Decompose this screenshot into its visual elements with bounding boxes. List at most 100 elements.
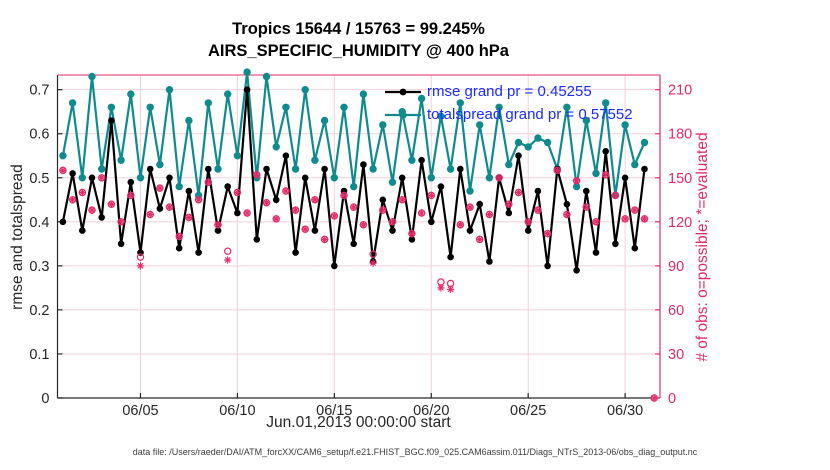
rmse-marker xyxy=(428,218,435,226)
obs-evaluated-marker xyxy=(408,230,415,237)
rmse-marker xyxy=(331,262,338,270)
rmse-marker xyxy=(476,200,484,208)
totalspread-marker xyxy=(350,182,358,191)
obs-evaluated-marker xyxy=(137,262,144,269)
rmse-marker xyxy=(301,174,309,182)
y-right-tick-label: 90 xyxy=(668,259,684,275)
rmse-marker xyxy=(195,249,202,256)
totalspread-marker xyxy=(98,165,106,173)
y-left-tick-label: 0.2 xyxy=(29,303,49,319)
legend-sample-rmse-icon xyxy=(385,88,421,95)
totalspread-marker xyxy=(233,152,242,160)
obs-evaluated-marker xyxy=(195,196,202,203)
legend: rmse grand pr = 0.45255 totalspread gran… xyxy=(384,80,633,126)
totalspread-marker xyxy=(572,182,581,191)
rmse-marker xyxy=(534,187,542,195)
rmse-marker xyxy=(592,249,600,256)
obs-evaluated-marker xyxy=(59,167,66,174)
obs-evaluated-marker xyxy=(370,259,377,266)
rmse-marker xyxy=(524,227,532,234)
rmse-marker xyxy=(205,165,212,173)
y-right-tick-label: 210 xyxy=(668,83,692,99)
totalspread-series xyxy=(59,68,649,200)
y-right-tick-label: 0 xyxy=(668,391,676,407)
totalspread-marker xyxy=(369,165,377,173)
rmse-marker xyxy=(146,165,154,173)
rmse-marker xyxy=(398,174,406,182)
totalspread-marker xyxy=(185,116,193,125)
x-tick-label: 06/05 xyxy=(122,403,158,419)
obs-evaluated-marker xyxy=(641,215,648,222)
rmse-marker xyxy=(282,152,290,159)
totalspread-marker xyxy=(165,86,174,94)
rmse-marker xyxy=(505,209,513,217)
totalspread-marker xyxy=(621,121,629,129)
totalspread-marker xyxy=(476,121,484,129)
legend-entry-totalspread: totalspread grand pr = 0.57552 xyxy=(384,103,633,126)
obs-evaluated-marker xyxy=(108,201,115,208)
obs-evaluated-marker xyxy=(205,179,212,186)
totalspread-marker xyxy=(175,182,183,191)
obs-evaluated-marker xyxy=(224,256,231,263)
obs-evaluated-marker xyxy=(147,211,154,218)
rmse-marker xyxy=(253,236,261,243)
totalspread-marker xyxy=(320,116,329,125)
totalspread-marker xyxy=(592,169,600,178)
obs-evaluated-marker xyxy=(467,204,474,211)
legend-label-rmse: rmse grand pr = 0.45255 xyxy=(427,83,592,100)
obs-evaluated-marker xyxy=(118,218,125,225)
x-tick-label: 06/15 xyxy=(316,403,352,419)
rmse-marker xyxy=(389,227,396,234)
y-axis-label-right: # of obs: o=possible; *=evaluated xyxy=(694,132,711,362)
rmse-marker xyxy=(486,258,493,265)
totalspread-marker xyxy=(117,156,125,164)
rmse-marker xyxy=(447,253,454,261)
rmse-marker xyxy=(292,249,299,256)
rmse-marker xyxy=(321,165,328,173)
chart-title: Tropics 15644 / 15763 = 99.245% xyxy=(232,20,485,38)
totalspread-marker xyxy=(456,99,464,107)
obs-evaluated-marker xyxy=(166,204,173,211)
totalspread-marker xyxy=(156,160,164,169)
totalspread-marker xyxy=(514,138,523,147)
totalspread-marker xyxy=(437,112,445,120)
rmse-marker xyxy=(360,161,367,168)
obs-evaluated-marker xyxy=(127,192,134,199)
rmse-marker xyxy=(69,170,76,177)
totalspread-marker xyxy=(524,143,532,151)
totalspread-marker xyxy=(359,90,368,98)
y-left-tick-label: 0.7 xyxy=(29,83,49,99)
obs-evaluated-marker xyxy=(89,207,96,214)
obs-possible-marker xyxy=(446,279,455,288)
totalspread-marker xyxy=(417,94,426,103)
rmse-marker xyxy=(117,240,125,248)
rmse-marker xyxy=(214,227,222,234)
totalspread-marker xyxy=(446,165,455,173)
obs-evaluated-marker xyxy=(602,171,609,178)
totalspread-marker xyxy=(408,156,416,164)
y-left-tick-label: 0.3 xyxy=(29,259,49,275)
rmse-marker xyxy=(234,209,241,217)
rmse-marker xyxy=(583,187,590,195)
totalspread-marker xyxy=(78,174,87,182)
totalspread-marker xyxy=(602,99,610,107)
y-left-tick-label: 0.1 xyxy=(29,347,49,363)
rmse-marker xyxy=(156,205,164,212)
rmse-marker xyxy=(311,227,319,234)
obs-evaluated-marker xyxy=(331,212,338,219)
obs-evaluated-marker xyxy=(593,218,600,225)
rmse-marker xyxy=(437,183,445,190)
totalspread-marker xyxy=(543,138,552,147)
totalspread-marker xyxy=(379,121,387,129)
totalspread-marker xyxy=(311,156,319,164)
rmse-marker xyxy=(602,148,609,155)
totalspread-marker xyxy=(563,103,571,112)
totalspread-marker xyxy=(262,72,271,81)
rmse-marker xyxy=(98,214,105,221)
obs-evaluated-marker xyxy=(273,215,280,222)
rmse-marker xyxy=(612,240,619,248)
obs-evaluated-marker xyxy=(379,207,386,214)
obs-evaluated-marker xyxy=(544,230,551,237)
